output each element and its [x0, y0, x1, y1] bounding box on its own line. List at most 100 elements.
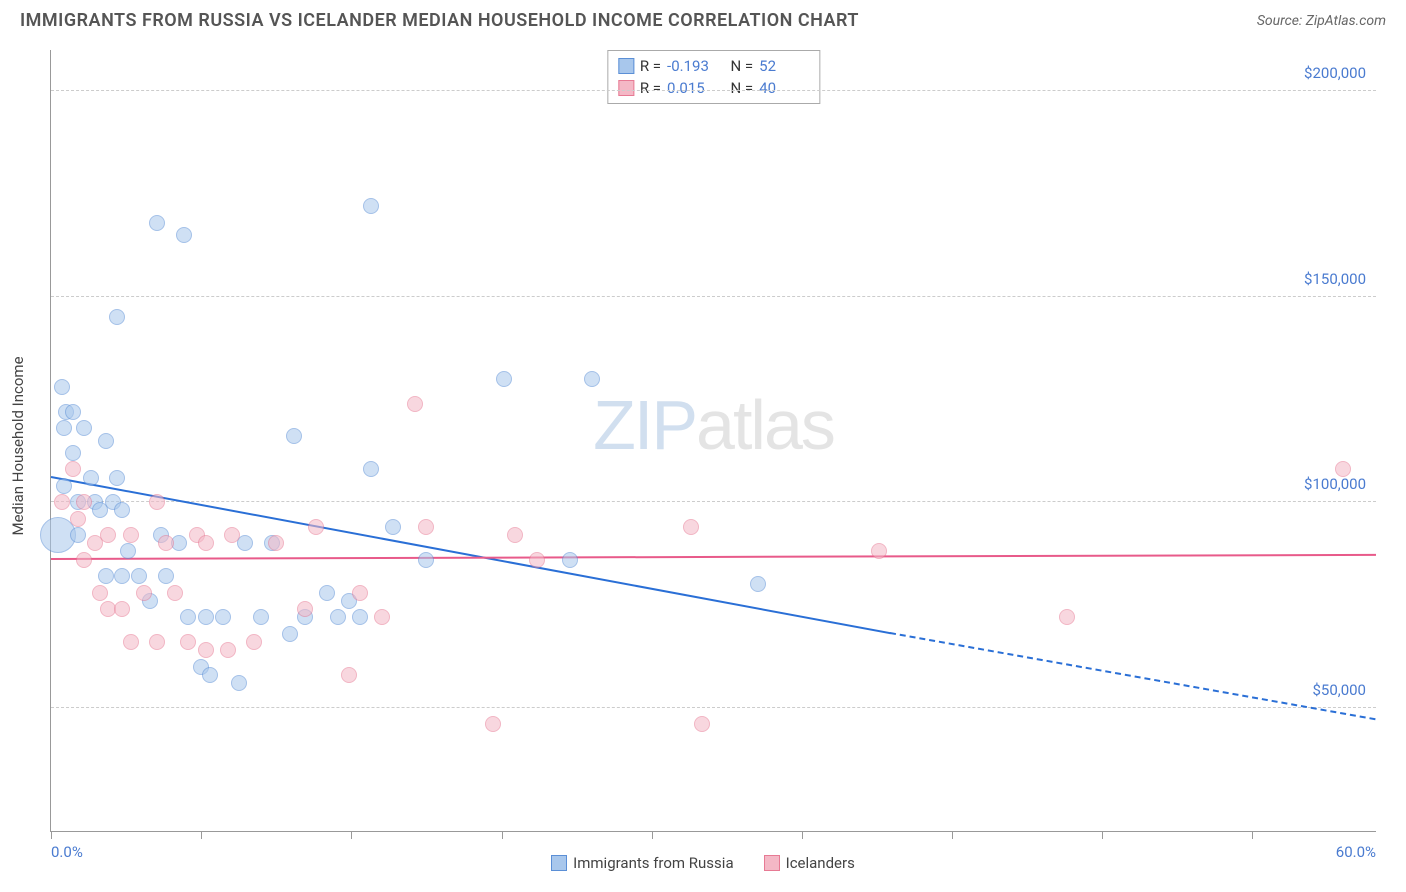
data-point [76, 494, 92, 510]
data-point [83, 470, 99, 486]
data-point [529, 552, 545, 568]
data-point [507, 527, 523, 543]
data-point [319, 585, 335, 601]
data-point [123, 527, 139, 543]
data-point [158, 535, 174, 551]
data-point [70, 527, 86, 543]
y-tick-label: $100,000 [1304, 475, 1366, 493]
data-point [750, 576, 766, 592]
legend-bottom: Immigrants from Russia Icelanders [0, 854, 1406, 872]
data-point [871, 543, 887, 559]
data-point [683, 519, 699, 535]
data-point [220, 642, 236, 658]
legend-swatch [551, 855, 567, 871]
data-point [65, 461, 81, 477]
data-point [98, 568, 114, 584]
stat-r-label: R = [640, 57, 661, 75]
watermark: ZIPatlas [593, 385, 834, 465]
data-point [123, 634, 139, 650]
stat-r-value: -0.193 [667, 57, 717, 75]
data-point [176, 227, 192, 243]
data-point [54, 379, 70, 395]
x-tick [952, 831, 953, 839]
data-point [363, 198, 379, 214]
data-point [198, 609, 214, 625]
data-point [297, 601, 313, 617]
data-point [253, 609, 269, 625]
data-point [109, 309, 125, 325]
legend-swatch [618, 80, 634, 96]
legend-swatch [618, 58, 634, 74]
data-point [1335, 461, 1351, 477]
data-point [149, 494, 165, 510]
data-point [114, 568, 130, 584]
data-point [268, 535, 284, 551]
legend-swatch [764, 855, 780, 871]
data-point [418, 552, 434, 568]
data-point [180, 609, 196, 625]
stat-r-value: 0.015 [667, 79, 717, 97]
data-point [496, 371, 512, 387]
y-axis-title: Median Household Income [9, 356, 27, 535]
legend-stats-row: R = 0.015 N = 40 [618, 77, 809, 99]
trend-line [51, 476, 891, 634]
x-tick [201, 831, 202, 839]
legend-stats-row: R = -0.193 N = 52 [618, 55, 809, 77]
data-point [562, 552, 578, 568]
legend-label: Icelanders [786, 854, 855, 872]
x-tick [351, 831, 352, 839]
grid-line [51, 501, 1376, 502]
y-tick-label: $150,000 [1304, 270, 1366, 288]
data-point [70, 511, 86, 527]
data-point [286, 428, 302, 444]
data-point [385, 519, 401, 535]
data-point [1059, 609, 1075, 625]
data-point [407, 396, 423, 412]
data-point [167, 585, 183, 601]
chart-plot-area: ZIPatlas R = -0.193 N = 52R = 0.015 N = … [50, 50, 1376, 832]
grid-line [51, 707, 1376, 708]
data-point [215, 609, 231, 625]
data-point [237, 535, 253, 551]
data-point [363, 461, 379, 477]
data-point [694, 716, 710, 732]
stat-n-label: N = [723, 79, 753, 97]
data-point [584, 371, 600, 387]
grid-line [51, 90, 1376, 91]
stat-r-label: R = [640, 79, 661, 97]
source-label: Source: ZipAtlas.com [1257, 13, 1386, 29]
data-point [114, 502, 130, 518]
data-point [114, 601, 130, 617]
data-point [136, 585, 152, 601]
x-tick [502, 831, 503, 839]
data-point [65, 445, 81, 461]
stat-n-label: N = [723, 57, 753, 75]
data-point [54, 494, 70, 510]
data-point [180, 634, 196, 650]
data-point [65, 404, 81, 420]
chart-title: IMMIGRANTS FROM RUSSIA VS ICELANDER MEDI… [20, 10, 859, 31]
data-point [92, 585, 108, 601]
y-tick-label: $200,000 [1304, 64, 1366, 82]
data-point [330, 609, 346, 625]
trend-line [51, 554, 1376, 560]
data-point [352, 609, 368, 625]
grid-line [51, 296, 1376, 297]
data-point [246, 634, 262, 650]
data-point [198, 535, 214, 551]
data-point [109, 470, 125, 486]
data-point [56, 420, 72, 436]
data-point [149, 215, 165, 231]
x-tick [1252, 831, 1253, 839]
y-tick-label: $50,000 [1312, 681, 1366, 699]
data-point [485, 716, 501, 732]
x-tick [652, 831, 653, 839]
data-point [158, 568, 174, 584]
data-point [56, 478, 72, 494]
stat-n-value: 40 [759, 79, 809, 97]
data-point [76, 552, 92, 568]
data-point [418, 519, 434, 535]
legend-item: Immigrants from Russia [551, 854, 733, 872]
data-point [308, 519, 324, 535]
data-point [224, 527, 240, 543]
